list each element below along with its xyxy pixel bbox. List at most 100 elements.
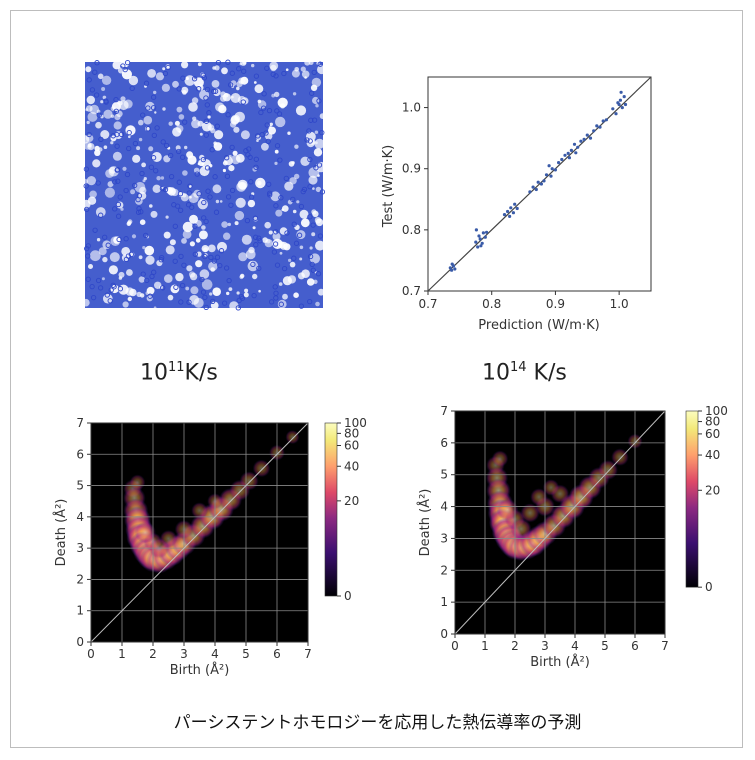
structure-atom [162, 70, 169, 77]
scatter-point [474, 240, 478, 244]
structure-void [85, 66, 92, 73]
heatmap-x-tick-label: 1 [118, 647, 126, 661]
structure-void [265, 132, 273, 140]
structure-void [294, 144, 299, 149]
structure-atom [270, 71, 276, 78]
structure-void [160, 176, 165, 180]
scatter-point [450, 262, 454, 266]
structure-void [185, 286, 190, 291]
structure-void [235, 197, 246, 208]
structure-void [138, 276, 145, 283]
structure-void [207, 244, 216, 253]
structure-void [231, 114, 240, 124]
structure-void [134, 182, 146, 193]
heatmap-y-label: Death (Å²) [417, 489, 433, 557]
structure-atom [273, 229, 279, 235]
structure-atom [313, 165, 319, 171]
structure-void [234, 221, 239, 226]
scatter-point [544, 173, 549, 177]
structure-atom [226, 277, 232, 284]
structure-void [95, 121, 102, 129]
structure-void [127, 296, 132, 302]
structure-atom [113, 108, 119, 114]
structure-void [215, 199, 220, 204]
structure-atom [212, 174, 218, 180]
structure-atom [317, 233, 324, 239]
structure-atom [163, 142, 170, 149]
structure-atom [315, 271, 322, 277]
structure-void [241, 234, 252, 245]
heatmap-density-bin [134, 521, 156, 544]
structure-atom [228, 202, 234, 208]
structure-atom [150, 105, 157, 111]
colorbar-tick-label: 60 [705, 427, 720, 441]
structure-void [149, 204, 153, 208]
colorbar-tick-label: 0 [705, 580, 713, 594]
structure-atom [172, 223, 178, 229]
structure-atom [85, 243, 91, 249]
structure-void [162, 67, 166, 71]
structure-void [277, 97, 288, 108]
heatmap-x-tick-label: 0 [451, 639, 459, 653]
structure-atom [200, 289, 207, 295]
structure-atom [310, 267, 316, 273]
structure-void [230, 93, 241, 103]
structure-atom [309, 261, 315, 268]
heatmap-x-tick-label: 5 [242, 647, 250, 661]
structure-atom [165, 64, 171, 71]
structure-void [120, 207, 124, 211]
structure-atom [180, 75, 186, 81]
heatmap-y-tick-label: 1 [440, 595, 448, 609]
structure-void [275, 116, 286, 128]
structure-void [221, 221, 228, 228]
heatmap-x-tick-label: 4 [571, 639, 579, 653]
structure-void [182, 170, 188, 176]
colorbar-tick-label: 80 [705, 415, 720, 429]
structure-void [295, 105, 307, 116]
structure-void [294, 173, 300, 180]
structure-atom [309, 90, 315, 96]
structure-atom [200, 156, 206, 163]
structure-void [182, 221, 194, 233]
structure-void [221, 67, 228, 75]
structure-void [163, 155, 171, 163]
structure-void [230, 80, 237, 87]
structure-void [220, 91, 226, 97]
structure-atom [253, 73, 260, 79]
structure-atom [253, 234, 259, 240]
structure-atom [150, 155, 157, 161]
heatmap-density-bin [520, 503, 540, 523]
heatmap-x-tick-label: 5 [601, 639, 609, 653]
scatter-y-tick-label: 0.8 [402, 223, 421, 237]
structure-void [300, 66, 306, 72]
structure-atom [97, 285, 104, 291]
structure-void [315, 240, 325, 251]
structure-void [315, 104, 319, 108]
structure-atom [224, 155, 230, 161]
structure-atom [225, 59, 231, 65]
structure-void [101, 75, 112, 86]
structure-void [120, 96, 126, 102]
structure-atom [168, 173, 175, 180]
scatter-x-label: Prediction (W/m·K) [478, 318, 599, 333]
structure-atom [203, 118, 210, 124]
structure-void [83, 141, 92, 150]
structure-void [299, 257, 303, 261]
structure-void [142, 179, 146, 183]
structure-atom [115, 213, 122, 219]
structure-atom [135, 209, 142, 215]
scatter-x-tick-label: 1.0 [610, 297, 629, 311]
structure-void [116, 110, 123, 118]
structure-void [81, 199, 91, 209]
structure-void [156, 176, 161, 181]
structure-void [244, 288, 249, 293]
structure-void [94, 149, 101, 156]
structure-void [118, 100, 129, 111]
structure-void [80, 135, 90, 144]
structure-void [199, 166, 210, 177]
structure-atom [160, 139, 166, 145]
structure-void [101, 87, 106, 91]
structure-atom [311, 69, 317, 76]
structure-atom [204, 165, 211, 171]
scatter-point [598, 125, 602, 129]
